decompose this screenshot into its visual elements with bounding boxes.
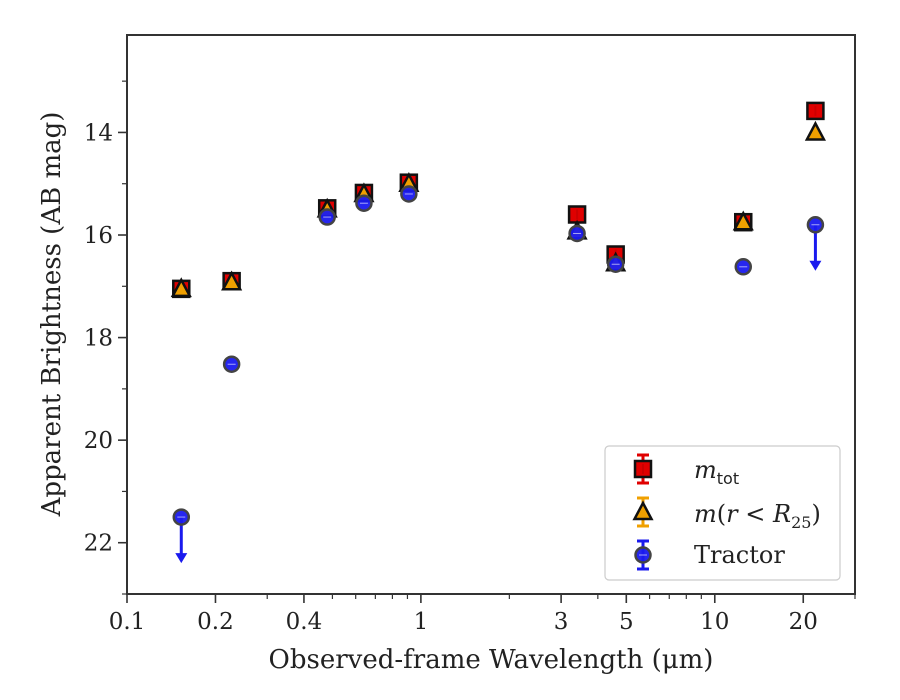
- point-triangle-9: [804, 120, 826, 141]
- x-tick-label: 5: [619, 609, 634, 635]
- y-tick-label: 20: [84, 428, 113, 454]
- y-axis: 14 16 18 20 22: [84, 80, 127, 595]
- x-tick-label: 0.4: [286, 609, 323, 635]
- x-tick-label: 0.1: [109, 609, 146, 635]
- legend-marker-circle: [634, 539, 652, 571]
- legend-symbol-triangle: [632, 500, 654, 521]
- legend-label-m-tot: mtot: [694, 456, 739, 488]
- y-tick-label: 18: [84, 326, 113, 352]
- data-points: [170, 101, 826, 564]
- y-tick-label: 14: [84, 120, 113, 146]
- point-triangle-8: [732, 210, 754, 231]
- x-axis-label: Observed-frame Wavelength (μm): [269, 645, 714, 675]
- x-tick-label: 3: [554, 609, 569, 635]
- y-tick-label: 16: [84, 223, 113, 249]
- upper-limit-head: [175, 553, 188, 564]
- legend-marker-triangle: [632, 496, 654, 528]
- x-tick-label: 10: [700, 609, 729, 635]
- point-triangle-2: [221, 270, 243, 291]
- point-triangle-1: [170, 277, 192, 298]
- legend-box: [604, 445, 841, 581]
- x-tick-label: 0.2: [197, 609, 234, 635]
- legend: mtot m(r < R25) Tractor: [604, 445, 841, 581]
- y-tick-label: 22: [84, 531, 113, 557]
- upper-limit-head: [809, 260, 822, 271]
- plot-frame: [126, 34, 856, 595]
- legend-label-tractor: Tractor: [694, 541, 785, 569]
- x-tick-label: 20: [789, 609, 818, 635]
- legend-markers: [632, 453, 654, 571]
- legend-label-m-r: m(r < R25): [694, 500, 821, 532]
- y-axis-label: Apparent Brightness (AB mag): [37, 112, 67, 518]
- x-axis: 0.1 0.2 0.4 1 3 5 10 20: [109, 594, 856, 635]
- legend-marker-square: [633, 453, 653, 485]
- x-tick-label: 1: [414, 609, 429, 635]
